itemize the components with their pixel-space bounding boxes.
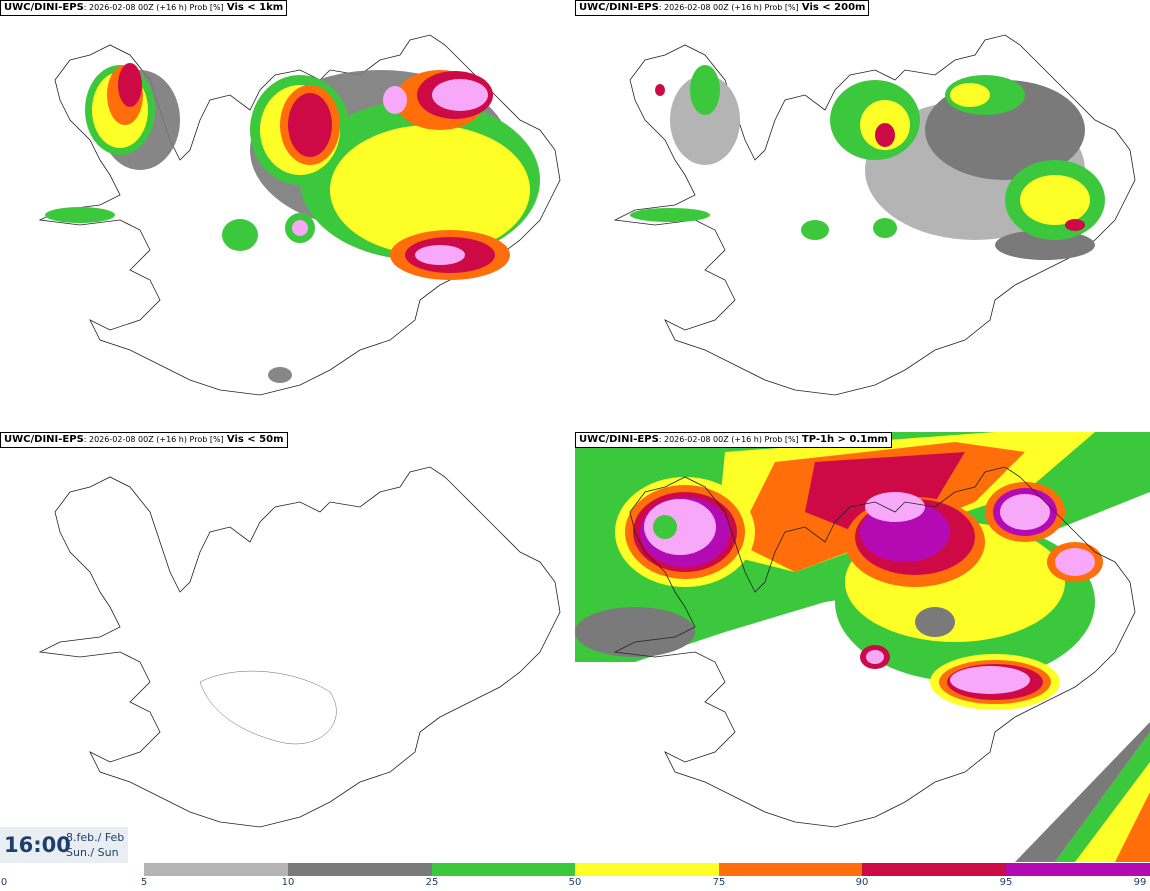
colorbar-tick: 5	[140, 877, 148, 888]
valid-date-line2: Sun./ Sun	[66, 846, 119, 859]
panel-title: UWC/DINI-EPS: 2026-02-08 00Z (+16 h) Pro…	[575, 0, 870, 16]
colorbar-seg-50-75	[575, 863, 719, 876]
coastline	[613, 34, 1136, 396]
colorbar-tick: 75	[712, 877, 726, 888]
coastline	[613, 466, 1136, 828]
run-info: : 2026-02-08 00Z (+16 h) Prob [%]	[83, 3, 224, 12]
colorbar-seg-75-90	[719, 863, 862, 876]
colorbar-seg-5-10	[144, 863, 288, 876]
run-info: : 2026-02-08 00Z (+16 h) Prob [%]	[658, 435, 799, 444]
panel-title: UWC/DINI-EPS: 2026-02-08 00Z (+16 h) Pro…	[575, 432, 892, 448]
model-name: UWC/DINI-EPS	[4, 434, 84, 445]
map-vis-1km	[38, 34, 561, 396]
colorbar-seg-90-95	[862, 863, 1006, 876]
colorbar-tick: 10	[281, 877, 295, 888]
colorbar-tick: 90	[855, 877, 869, 888]
colorbar-tick: 95	[999, 877, 1013, 888]
colorbar-seg-25-50	[432, 863, 575, 876]
panel-title: UWC/DINI-EPS: 2026-02-08 00Z (+16 h) Pro…	[0, 0, 288, 16]
run-info: : 2026-02-08 00Z (+16 h) Prob [%]	[83, 435, 224, 444]
model-name: UWC/DINI-EPS	[579, 434, 659, 445]
parameter: Vis < 50m	[226, 434, 284, 445]
colorbar-tick: 25	[425, 877, 439, 888]
map-panel-vis-200m: UWC/DINI-EPS: 2026-02-08 00Z (+16 h) Pro…	[575, 0, 1150, 430]
prob-fields	[575, 432, 1150, 862]
valid-time-box: 16:00 8.feb./ Feb Sun./ Sun	[0, 827, 128, 863]
coastline	[38, 466, 561, 828]
model-name: UWC/DINI-EPS	[4, 2, 84, 13]
probability-colorbar: 0 5 10 25 50 75 90 95 99	[0, 863, 1150, 891]
valid-time-clock: 16:00	[4, 833, 71, 857]
prob-red	[655, 84, 1085, 231]
colorbar-seg-95-99	[1006, 863, 1150, 876]
map-vis-200m	[613, 34, 1136, 396]
parameter: Vis < 200m	[801, 2, 866, 13]
colorbar-tick: 99	[1133, 877, 1147, 888]
prob-pink	[292, 79, 488, 265]
colorbar-seg-10-25	[288, 863, 432, 876]
panel-title: UWC/DINI-EPS: 2026-02-08 00Z (+16 h) Pro…	[0, 432, 288, 448]
parameter: Vis < 1km	[226, 2, 284, 13]
map-tp-1h	[575, 432, 1150, 862]
parameter: TP-1h > 0.1mm	[801, 434, 888, 445]
colorbar-tick: 50	[568, 877, 582, 888]
run-info: : 2026-02-08 00Z (+16 h) Prob [%]	[658, 3, 799, 12]
map-vis-50m	[38, 466, 561, 828]
colorbar-tick: 0	[0, 877, 8, 888]
map-panel-vis-50m: UWC/DINI-EPS: 2026-02-08 00Z (+16 h) Pro…	[0, 432, 575, 862]
model-name: UWC/DINI-EPS	[579, 2, 659, 13]
valid-date-line1: 8.feb./ Feb	[66, 831, 125, 844]
map-panel-tp-1h: UWC/DINI-EPS: 2026-02-08 00Z (+16 h) Pro…	[575, 432, 1150, 862]
map-panel-vis-1km: UWC/DINI-EPS: 2026-02-08 00Z (+16 h) Pro…	[0, 0, 575, 430]
